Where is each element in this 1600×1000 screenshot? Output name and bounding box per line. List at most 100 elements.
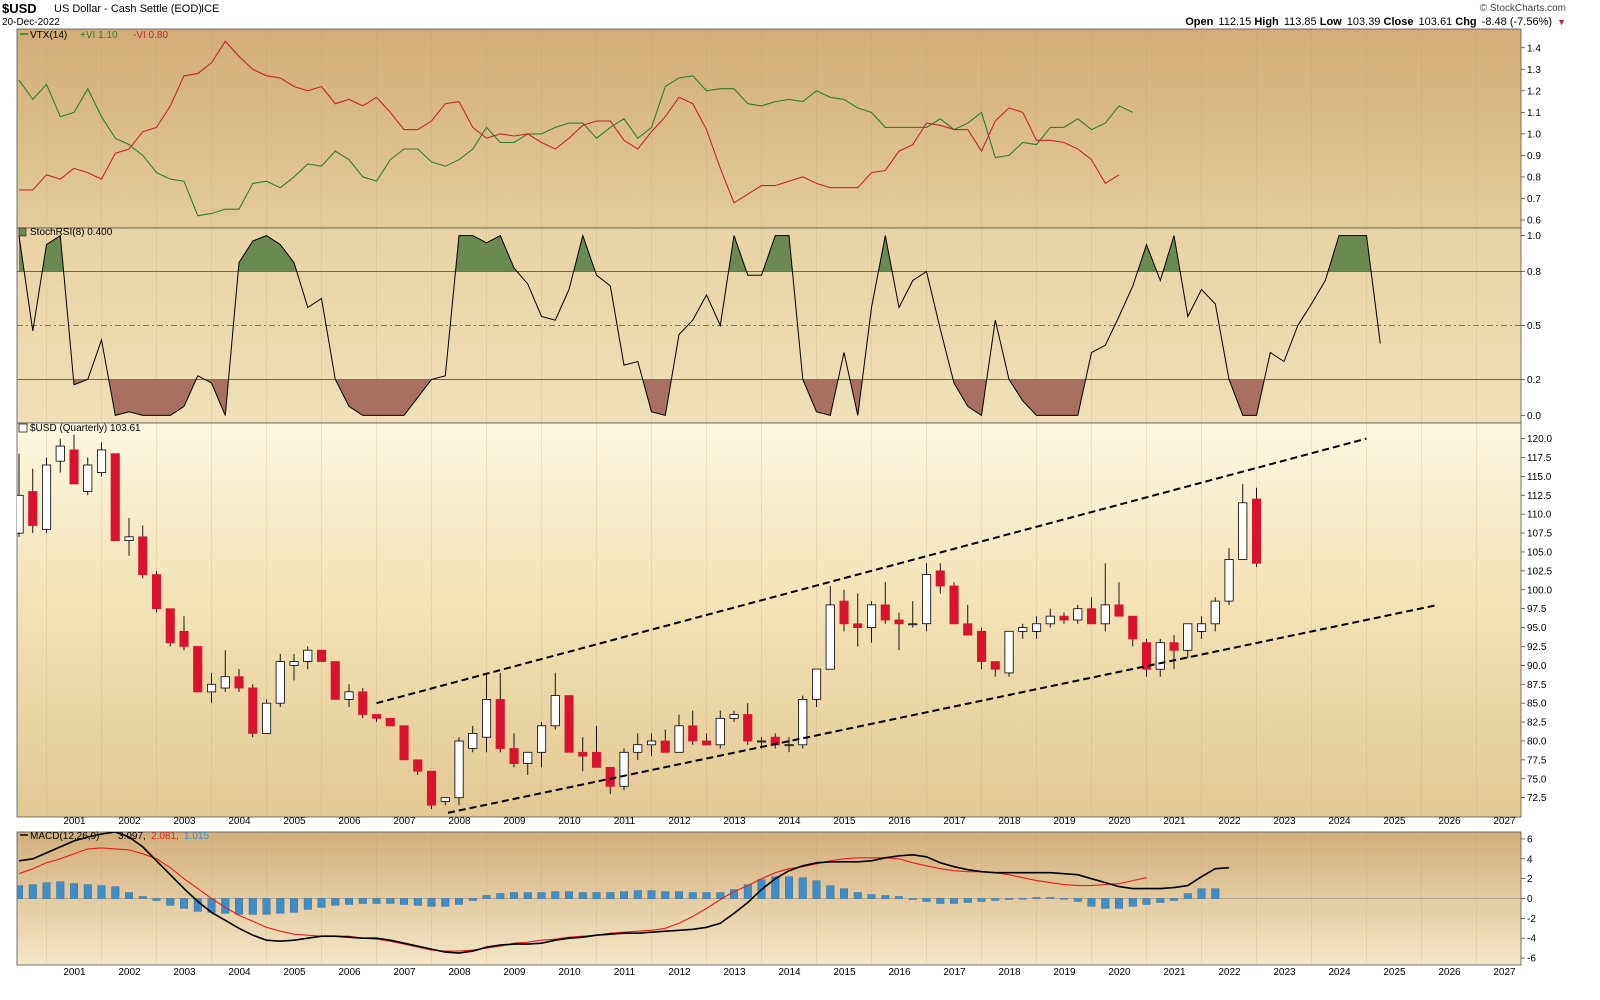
x-tick-label: 2005 [283,816,306,827]
symbol-title: $USD [2,1,37,16]
x-tick-label: 2010 [558,967,581,978]
price-y-tick-label: 120.0 [1527,434,1552,445]
candle-down [413,759,423,772]
stoch-legend: StochRSI(8) 0.400 [18,227,113,238]
x-tick-label: 2001 [63,816,86,827]
macd-histogram-bar [317,898,326,908]
macd-label: MACD(12,26,9) [30,831,99,842]
macd-histogram-bar [290,898,299,913]
stoch-overbought-fill [238,235,297,272]
macd-histogram-bar [1059,898,1068,900]
macd-histogram-bar [138,896,147,899]
candle-down [371,714,382,719]
candle-down [660,740,670,753]
x-tick-label: 2011 [614,967,636,978]
macd-histogram-bar [455,898,464,905]
x-tick-label: 2008 [448,816,471,827]
candle-up [523,751,533,764]
x-tick-label: 2003 [173,816,196,827]
macd-histogram-bar [1197,888,1206,899]
candle-down [935,570,945,587]
x-tick-label: 2014 [778,967,801,978]
price-y-tick-label: 107.5 [1527,529,1552,540]
chg-down-icon: ▼ [1557,17,1566,27]
macd-histogram-bar [688,892,697,899]
candle-down [688,725,698,742]
candle-down [1142,642,1152,670]
candle-up [674,725,684,753]
x-tick-label: 2009 [503,816,526,827]
stochrsi-indicator [17,233,1521,417]
macd-histogram-bar [386,898,395,904]
candle-up [261,702,272,734]
candle-down [234,676,244,689]
candle-up [1018,627,1028,632]
axes: 2001 2002 2003 2004 2005 2006 2007 2008 2009 2010… [63,43,1552,978]
x-tick-label: 2003 [173,967,196,978]
macd-histogram-bar [468,898,477,901]
macd-line [18,832,1230,954]
candle-down [605,767,615,787]
macd-histogram-bar [551,891,560,899]
candle-up [784,744,794,747]
candle-up [124,536,134,541]
candle-up [1210,600,1220,625]
x-tick-label: 2007 [393,967,416,978]
x-tick-label: 2019 [1053,967,1076,978]
instrument-name: US Dollar - Cash Settle (EOD) [54,3,202,15]
x-tick-label: 2017 [943,967,966,978]
candle-down [578,751,588,757]
x-tick-label: 2023 [1273,816,1296,827]
candle-down [990,661,1000,670]
candle-down [1114,604,1124,617]
exchange-label: ICE [201,3,220,15]
price-y-tick-label: 72.5 [1527,793,1547,804]
macd-histogram-bar [234,898,243,915]
candle-up [633,744,643,753]
candle-down [1087,608,1097,625]
candle-down [110,453,120,542]
chart-date: 20-Dec-2022 [2,17,60,28]
price-y-tick-label: 90.0 [1527,661,1547,672]
x-tick-label: 2027 [1493,967,1516,978]
macd-y-tick-label: 2 [1527,874,1533,885]
macd-histogram-bar [1114,898,1123,909]
macd-histogram-bar [345,898,354,905]
candle-up [825,604,835,670]
macd-histogram-bar [977,898,986,902]
macd-histogram-bar [1073,898,1082,902]
stoch-oversold-fill [849,379,863,416]
stoch-oversold-fill [642,379,672,416]
macd-histogram-bar [496,893,505,899]
signal-value: 2.081, [151,831,179,842]
price-y-tick-label: 85.0 [1527,699,1547,710]
macd-histogram-bar [303,898,312,910]
histogram-value: 1.015 [184,831,209,842]
stoch-overbought-fill [878,235,893,272]
macd-histogram-bar [179,898,188,909]
ohlc-readout: Open 112.15 High 113.85 Low 103.39 Close… [1185,16,1566,28]
macd-histogram-bar [69,883,78,899]
x-tick-label: 2008 [448,967,471,978]
x-tick-label: 2013 [723,816,746,827]
candle-up [42,464,52,530]
macd-histogram-bar [853,892,862,899]
stoch-oversold-fill [108,379,197,416]
candle-down [151,574,162,609]
candle-up [97,449,107,473]
macd-histogram-bar [991,898,1000,901]
price-y-tick-label: 75.0 [1527,774,1547,785]
macd-histogram-bar [28,884,37,899]
macd-histogram-bar [620,891,629,899]
candle-down [426,770,437,806]
vtx-y-tick-label: 0.8 [1527,172,1541,183]
x-tick-label: 2004 [228,967,251,978]
candle-up [1100,604,1110,625]
vtx-y-tick-label: 0.9 [1527,151,1541,162]
price-y-tick-label: 110.0 [1527,510,1552,521]
candle-down [495,699,505,749]
candle-up [289,661,299,666]
macd-histogram-bar [647,890,656,899]
x-tick-label: 2020 [1108,967,1131,978]
candle-down [894,619,904,625]
